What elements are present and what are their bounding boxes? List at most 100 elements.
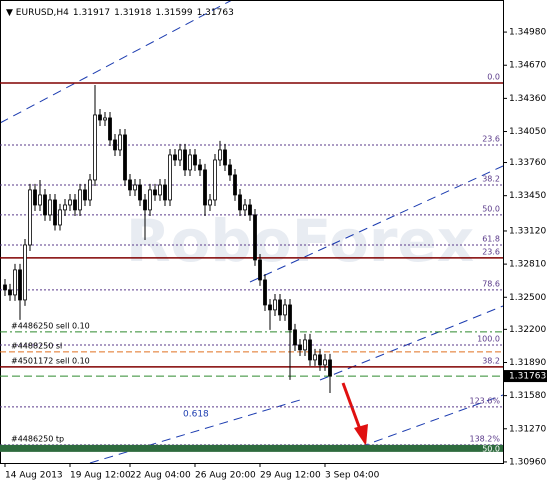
order-label: #4486250 sell 0.10 (11, 321, 90, 330)
candle-body (203, 169, 207, 206)
candle-body (318, 354, 322, 366)
candle-body (93, 114, 97, 181)
level-label: 61.8 (482, 234, 500, 243)
candle-body (208, 199, 212, 206)
candle-body (273, 299, 277, 311)
candle-body (78, 189, 82, 211)
candle-body (108, 117, 112, 141)
candle-body (58, 209, 62, 226)
target-band (0, 444, 503, 452)
candle-body (243, 204, 247, 211)
y-tick-label: 1.34980 (509, 28, 546, 38)
y-tick-label: 1.31270 (509, 424, 546, 434)
symbol: EURUSD,H4 (16, 8, 69, 18)
y-tick-label: 1.31580 (509, 391, 546, 401)
channel-line (89, 399, 301, 464)
candle-body (283, 304, 287, 316)
candle-body (8, 289, 12, 296)
candle-body (183, 149, 187, 171)
level-label: 23.6 (482, 134, 500, 143)
level-label: 0.0 (487, 72, 500, 81)
candle-body (323, 359, 327, 366)
candle-body (313, 354, 317, 361)
y-tick-label: 1.31890 (509, 358, 546, 368)
candle-body (218, 149, 222, 161)
y-tick-label: 1.33120 (509, 226, 546, 236)
y-tick-label: 1.34670 (509, 61, 546, 71)
level-label: 38.2 (482, 356, 500, 365)
x-tick-label: 14 Aug 2013 (5, 471, 63, 481)
candle-body (23, 244, 27, 301)
candle-body (43, 194, 47, 216)
header: ▼ EURUSD,H4 1.31917 1.31918 1.31599 1.31763 (6, 8, 234, 18)
ohlc-open: 1.31917 (73, 8, 110, 18)
candle-body (298, 344, 302, 351)
candle-body (143, 199, 147, 211)
candle-body (253, 214, 257, 261)
y-tick-label: 1.32500 (509, 293, 546, 303)
level-label: 138.2% (469, 434, 500, 443)
level-label: 50.0 (482, 204, 500, 213)
candle-body (13, 269, 17, 296)
y-tick-label: 1.34050 (509, 127, 546, 137)
candle-body (53, 199, 57, 226)
candle-body (63, 204, 67, 211)
candle-body (28, 189, 32, 246)
level-label: 23.6 (482, 247, 500, 256)
candle-body (38, 194, 42, 206)
ohlc-high: 1.31918 (114, 8, 151, 18)
ohlc-close: 1.31763 (197, 8, 234, 18)
header-triangle: ▼ (6, 8, 16, 18)
candle-body (263, 279, 267, 306)
x-tick-label: 3 Sep 04:00 (325, 471, 380, 481)
candle-body (293, 329, 297, 346)
candle-body (103, 117, 107, 121)
x-tick-label: 26 Aug 20:00 (195, 471, 256, 481)
candle-body (193, 154, 197, 166)
candle-body (88, 179, 92, 201)
candle-body (278, 299, 282, 316)
candle-body (98, 114, 102, 121)
arrow (341, 382, 368, 446)
x-tick-label: 19 Aug 12:00 (70, 471, 131, 481)
candle-body (123, 134, 127, 181)
candle-body (223, 149, 227, 166)
candle-body (3, 284, 7, 291)
candle-body (228, 164, 232, 176)
arrow-head (354, 424, 368, 446)
y-tick-label: 1.33760 (509, 158, 546, 168)
candle-body (188, 154, 192, 171)
channel-line (319, 305, 504, 381)
candle-body (178, 149, 182, 161)
candle-body (153, 189, 157, 196)
candle-body (118, 134, 122, 151)
candle-body (213, 159, 217, 201)
candle-body (303, 339, 307, 351)
candle-body (288, 304, 292, 331)
x-tick-label: 29 Aug 12:00 (260, 471, 321, 481)
candle-body (233, 174, 237, 196)
candle-body (198, 164, 202, 171)
candle-body (133, 184, 137, 191)
candle-body (308, 339, 312, 361)
x-tick-label: 22 Aug 04:00 (130, 471, 191, 481)
candle-body (238, 194, 242, 211)
ohlc-low: 1.31599 (155, 8, 192, 18)
candle-body (73, 199, 77, 211)
candle-body (158, 184, 162, 196)
bid-badge (504, 370, 547, 383)
level-label: 100.0 (477, 334, 500, 343)
level-label: 50.0 (482, 444, 500, 453)
y-tick-label: 1.32200 (509, 325, 546, 335)
order-label: #4486250 tp (11, 434, 64, 443)
y-tick-label: 1.33450 (509, 191, 546, 201)
candle-body (48, 199, 52, 216)
plot-frame (0, 0, 504, 464)
bid-label: 1.31763 (509, 372, 546, 382)
candle-body (18, 269, 22, 301)
y-tick-label: 1.32810 (509, 260, 546, 270)
candle-body (163, 184, 167, 201)
candle-body (168, 154, 172, 201)
candle-body (138, 184, 142, 201)
